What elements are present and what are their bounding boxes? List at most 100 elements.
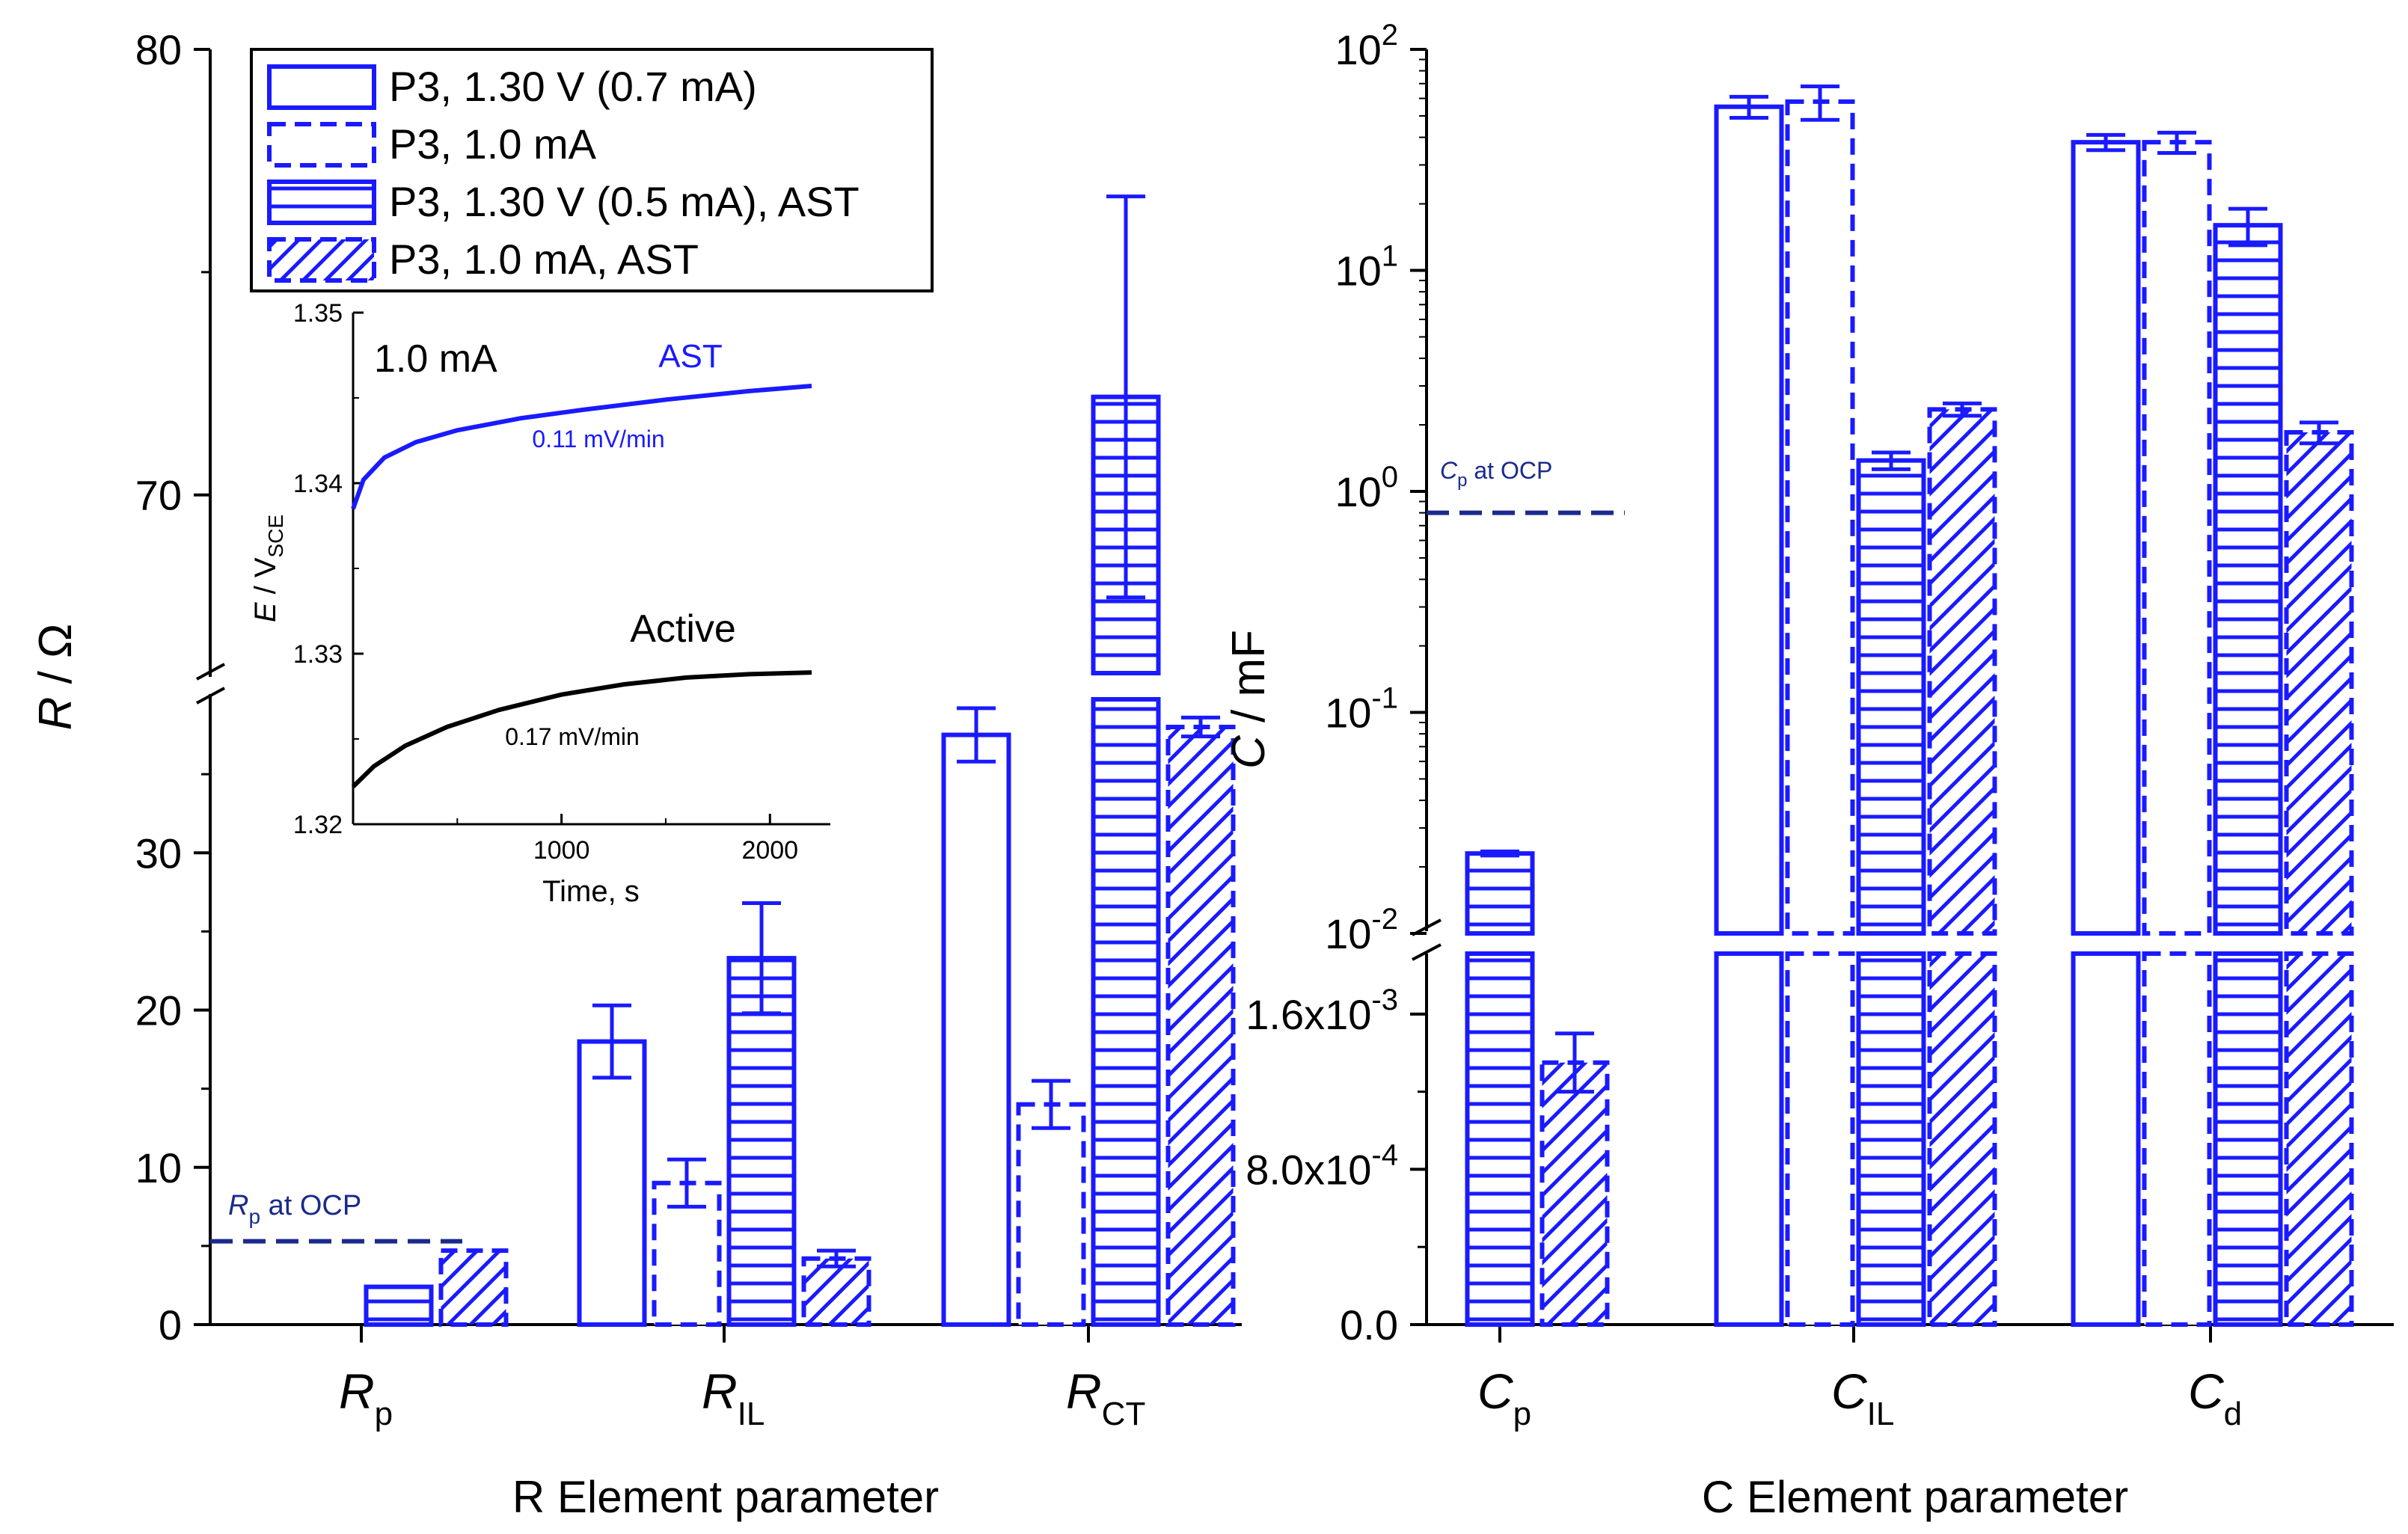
x-axis-title: R Element parameter [512,1472,939,1522]
y-tick-label: 10 [135,1144,182,1191]
x-category-label-part: R [702,1363,738,1419]
inset-rate-label-ast: 0.11 mV/min [532,426,664,452]
reference-line-label: Cp at OCP [1440,457,1552,491]
y-tick-label: 10-2 [1325,903,1398,957]
y-tick-label: 101 [1335,240,1398,295]
bar [2142,140,2212,936]
inset-series-line [351,384,812,510]
reference-line-label-part: at OCP [1467,457,1552,484]
x-category-label: RIL [702,1363,765,1432]
y-axis-title: C / mF [1223,630,1275,769]
x-category-label-part: C [1477,1363,1514,1419]
legend-swatch [267,237,376,283]
y-axis-title-part: C [1223,734,1275,769]
bar [2284,430,2354,936]
axis-break-mark [196,687,225,705]
x-category-label: Rp [339,1363,393,1432]
inset-x-axis-title: Time, s [542,875,640,908]
inset-y-axis-title: E / VSCE [249,515,287,622]
y-tick-label-part: 10 [1325,690,1371,737]
legend-swatch [267,122,376,168]
inset-y-tick-label: 1.34 [293,470,343,498]
x-category-label-part: R [1066,1363,1102,1419]
x-category-label-part: IL [738,1396,765,1432]
inset-x-tick-label: 1000 [533,836,590,865]
inset-y-tick-label: 1.32 [293,811,343,839]
inset-rate-label-active: 0.17 mV/min [505,723,640,750]
bar [577,1039,647,1328]
legend-entry: P3, 1.0 mA, AST [389,236,699,283]
bar [1465,951,1535,1327]
bar [801,1256,871,1327]
y-tick-label-part: 10 [1335,468,1381,515]
bar [438,1248,509,1327]
y-tick-label: 1.6x10-3 [1246,984,1398,1038]
bar [1714,104,1784,936]
reference-line-label-part: at OCP [260,1190,361,1221]
bar [1091,697,1161,1327]
legend-entry: P3, 1.30 V (0.7 mA) [389,63,757,110]
reference-line-label-part: R [228,1190,248,1221]
inset-series-label-ast: AST [658,338,723,375]
inset-series-label-active: Active [630,607,736,651]
bar [2071,951,2141,1327]
legend-swatch [267,180,376,225]
reference-line-label: Rp at OCP [228,1190,361,1228]
y-tick-label: 20 [135,987,182,1034]
bar [1016,1102,1086,1328]
bar [1856,458,1926,936]
legend-entry: P3, 1.30 V (0.5 mA), AST [389,178,860,225]
bar [1465,851,1535,936]
bar [364,1284,434,1328]
x-axis-title: C Element parameter [1702,1472,2128,1522]
bar [1927,951,1997,1327]
inset-potential-chart: 1.32 1.33 1.34 1.35 1000 2000 Time, s E / VSCE 1… [249,299,832,908]
bar [1785,99,1855,936]
x-category-label-part: p [375,1396,393,1432]
x-category-label: CIL [1831,1363,1894,1432]
reference-line-label-part: p [248,1205,260,1228]
legend: P3, 1.30 V (0.7 mA) P3, 1.0 mA P3, 1.30 V … [250,48,934,292]
y-axis-title-part: / mF [1223,630,1275,735]
x-category-label: RCT [1066,1363,1145,1432]
y-tick-label: 80 [135,26,182,73]
bar [2071,140,2141,936]
y-tick-label-part: 1 [1382,240,1398,273]
reference-line-label-part: p [1457,470,1467,491]
y-tick-label: 8.0x10-4 [1246,1138,1398,1193]
y-tick-label: 30 [135,829,182,877]
x-category-label: Cp [1477,1363,1531,1432]
y-axis-title-part: R [30,697,82,731]
x-category-label-part: C [1831,1363,1868,1419]
y-tick-label: 70 [135,472,182,519]
bar [2213,951,2283,1327]
bar [941,732,1011,1327]
y-tick-label-part: 0 [1382,461,1398,494]
bar [1714,951,1784,1327]
inset-x-tick-label: 2000 [741,836,798,865]
x-category-label-part: d [2224,1396,2242,1432]
inset-background [352,311,832,826]
inset-series-line [351,670,812,788]
y-tick-label-part: 10 [1325,910,1371,957]
axis-break-mark [196,663,225,681]
bar [1856,951,1926,1327]
bar [2213,223,2283,936]
bar [1165,725,1236,1327]
y-tick-label-part: 2 [1382,19,1398,52]
inset-y-tick-label: 1.33 [293,640,343,669]
x-category-label-part: CT [1102,1396,1146,1432]
y-tick-label-part: -4 [1371,1138,1398,1171]
y-tick-label-part: -1 [1371,682,1398,715]
y-tick-label: 10-1 [1325,682,1398,737]
reference-line-label-part: C [1440,457,1458,484]
y-tick-label-part: 10 [1335,26,1381,73]
bar [1785,951,1855,1327]
x-category-label: Cd [2188,1363,2242,1432]
y-tick-label: 0.0 [1340,1301,1398,1349]
x-category-label-part: C [2188,1363,2225,1419]
bar [1927,407,1997,936]
y-tick-label: 0 [159,1301,182,1349]
